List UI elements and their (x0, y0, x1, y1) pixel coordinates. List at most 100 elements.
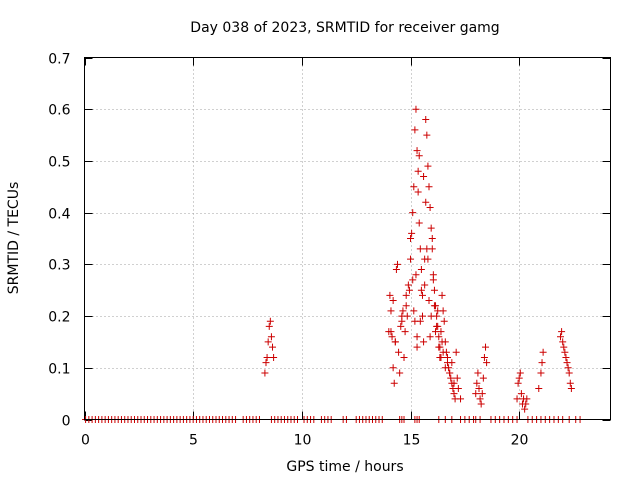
data-point (433, 322, 441, 330)
data-point (535, 384, 543, 392)
data-point (516, 369, 524, 377)
data-point (422, 198, 430, 206)
data-point (418, 312, 426, 320)
data-point (515, 374, 523, 382)
data-point (264, 338, 272, 346)
data-point (430, 302, 438, 310)
data-point (482, 343, 490, 351)
data-point (404, 281, 412, 289)
data-point (537, 369, 545, 377)
x-tick-label: 0 (81, 433, 90, 449)
data-point (563, 359, 571, 367)
data-point (413, 147, 421, 155)
data-point (413, 343, 421, 351)
data-point (432, 328, 440, 336)
data-point (402, 291, 410, 299)
data-point (447, 374, 455, 382)
data-point (387, 307, 395, 315)
data-point (389, 297, 397, 305)
y-tick-label: 0.3 (48, 258, 70, 274)
data-point (396, 369, 404, 377)
data-point (473, 379, 481, 387)
data-point (564, 364, 572, 372)
x-tick-label: 5 (189, 433, 198, 449)
data-point (423, 131, 431, 139)
data-point (478, 390, 486, 398)
data-point (412, 271, 420, 279)
data-point (452, 348, 460, 356)
data-point (539, 348, 547, 356)
data-point (558, 328, 566, 336)
data-point (439, 348, 447, 356)
data-point (416, 317, 424, 325)
data-point (270, 353, 278, 361)
data-point (414, 188, 422, 196)
data-point (521, 405, 529, 413)
data-point (559, 338, 567, 346)
plot-frame (84, 57, 611, 420)
data-point (413, 333, 421, 341)
data-point (426, 333, 434, 341)
data-point (412, 105, 420, 113)
data-point (474, 369, 482, 377)
data-point (424, 255, 432, 263)
data-point (401, 328, 409, 336)
data-point (410, 183, 418, 191)
data-point (454, 384, 462, 392)
data-point (566, 379, 574, 387)
data-point (422, 116, 430, 124)
data-point (448, 359, 456, 367)
data-point (424, 162, 432, 170)
data-point (423, 245, 431, 253)
data-point (429, 276, 437, 284)
data-point (557, 333, 565, 341)
data-point (472, 390, 480, 398)
data-point (389, 364, 397, 372)
data-point (453, 374, 461, 382)
data-point (440, 317, 448, 325)
data-point (409, 209, 417, 217)
data-point (420, 338, 428, 346)
axis-ticks (84, 57, 611, 421)
data-point (538, 359, 546, 367)
data-point (514, 379, 522, 387)
data-point (562, 353, 570, 361)
data-point (443, 353, 451, 361)
data-point (261, 369, 269, 377)
data-point (450, 390, 458, 398)
y-tick-label: 0.6 (48, 103, 70, 119)
y-tick-label: 0.5 (48, 155, 70, 171)
data-point (441, 364, 449, 372)
data-point (457, 395, 465, 403)
data-point (414, 167, 422, 175)
data-point (391, 338, 399, 346)
grid (84, 57, 611, 420)
data-point (434, 307, 442, 315)
data-point (427, 312, 435, 320)
data-point (436, 353, 444, 361)
data-point (523, 395, 531, 403)
data-point (392, 266, 400, 274)
data-point (418, 291, 426, 299)
y-tick-label: 0 (62, 414, 71, 430)
axis-tick-labels: 0 0.1 0.2 0.3 0.4 0.5 0.6 0.7 0 5 10 15 20 (48, 52, 528, 449)
data-point (269, 343, 277, 351)
data-point (483, 359, 491, 367)
data-point (263, 353, 271, 361)
data-point (262, 359, 270, 367)
x-tick-label: 10 (294, 433, 312, 449)
data-point (417, 286, 425, 294)
data-point (415, 219, 423, 227)
data-point (438, 338, 446, 346)
data-point (390, 379, 398, 387)
data-point (420, 172, 428, 180)
data-point (475, 384, 483, 392)
data-point (417, 266, 425, 274)
data-point (438, 291, 446, 299)
data-point (476, 395, 484, 403)
data-point (407, 235, 415, 242)
data-point (513, 395, 521, 403)
data-point (400, 353, 408, 361)
data-point (427, 224, 435, 232)
